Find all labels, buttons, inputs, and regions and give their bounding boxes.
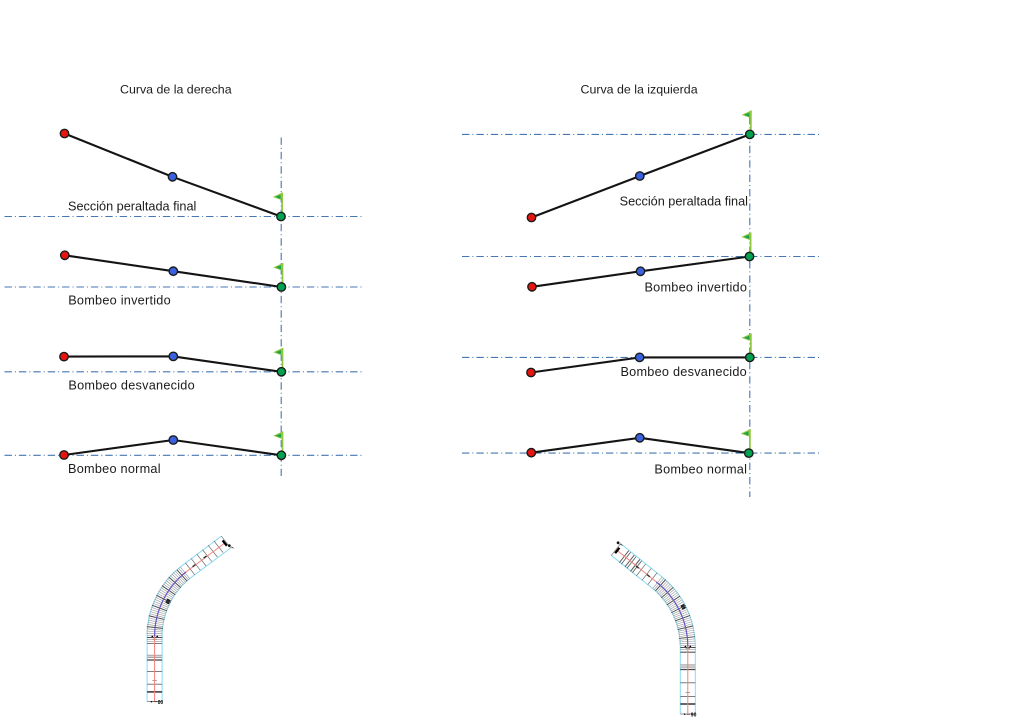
svg-text:00: 00: [158, 700, 164, 706]
svg-text:Sección peraltada final: Sección peraltada final: [68, 200, 196, 214]
svg-text:Curva de la izquierda: Curva de la izquierda: [581, 82, 698, 96]
svg-text:Bombeo normal: Bombeo normal: [654, 463, 747, 477]
svg-text:Curva de la derecha: Curva de la derecha: [120, 82, 232, 96]
svg-text:90: 90: [691, 712, 697, 718]
svg-text:Bombeo desvanecido: Bombeo desvanecido: [620, 365, 747, 379]
svg-text:Bombeo invertido: Bombeo invertido: [644, 281, 747, 295]
svg-text:Bombeo invertido: Bombeo invertido: [68, 293, 171, 307]
svg-text:Bombeo desvanecido: Bombeo desvanecido: [68, 378, 195, 392]
svg-text:Sección peraltada final: Sección peraltada final: [620, 195, 748, 209]
svg-text:Bombeo normal: Bombeo normal: [68, 462, 161, 476]
